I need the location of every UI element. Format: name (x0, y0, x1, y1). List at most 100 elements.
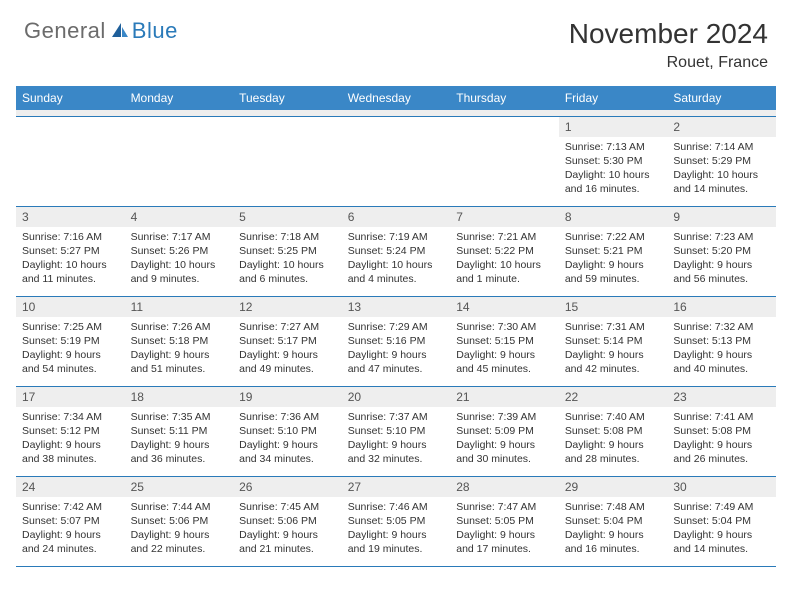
day-number: 15 (559, 297, 668, 317)
day-number: 11 (125, 297, 234, 317)
daylight-text: Daylight: 9 hours and 59 minutes. (565, 258, 662, 286)
day-content: Sunrise: 7:44 AMSunset: 5:06 PMDaylight:… (125, 497, 234, 563)
daylight-text: Daylight: 10 hours and 9 minutes. (131, 258, 228, 286)
day-cell: 28Sunrise: 7:47 AMSunset: 5:05 PMDayligh… (450, 476, 559, 566)
day-cell: 30Sunrise: 7:49 AMSunset: 5:04 PMDayligh… (667, 476, 776, 566)
logo: General Blue (24, 18, 178, 44)
day-number: 27 (342, 477, 451, 497)
sunrise-text: Sunrise: 7:47 AM (456, 500, 553, 514)
daylight-text: Daylight: 9 hours and 54 minutes. (22, 348, 119, 376)
sunrise-text: Sunrise: 7:17 AM (131, 230, 228, 244)
sunrise-text: Sunrise: 7:13 AM (565, 140, 662, 154)
sunrise-text: Sunrise: 7:34 AM (22, 410, 119, 424)
sunset-text: Sunset: 5:24 PM (348, 244, 445, 258)
day-content: Sunrise: 7:35 AMSunset: 5:11 PMDaylight:… (125, 407, 234, 473)
sunrise-text: Sunrise: 7:31 AM (565, 320, 662, 334)
day-cell: 5Sunrise: 7:18 AMSunset: 5:25 PMDaylight… (233, 206, 342, 296)
day-cell (16, 116, 125, 206)
day-number: 7 (450, 207, 559, 227)
day-content: Sunrise: 7:46 AMSunset: 5:05 PMDaylight:… (342, 497, 451, 563)
daylight-text: Daylight: 10 hours and 1 minute. (456, 258, 553, 286)
sunrise-text: Sunrise: 7:46 AM (348, 500, 445, 514)
sunset-text: Sunset: 5:16 PM (348, 334, 445, 348)
day-cell: 20Sunrise: 7:37 AMSunset: 5:10 PMDayligh… (342, 386, 451, 476)
day-cell: 10Sunrise: 7:25 AMSunset: 5:19 PMDayligh… (16, 296, 125, 386)
day-header-sun: Sunday (16, 86, 125, 110)
day-number: 5 (233, 207, 342, 227)
page-header: General Blue November 2024 Rouet, France (0, 0, 792, 80)
day-cell: 21Sunrise: 7:39 AMSunset: 5:09 PMDayligh… (450, 386, 559, 476)
sunrise-text: Sunrise: 7:32 AM (673, 320, 770, 334)
day-number: 3 (16, 207, 125, 227)
sunset-text: Sunset: 5:26 PM (131, 244, 228, 258)
day-number: 8 (559, 207, 668, 227)
day-cell: 11Sunrise: 7:26 AMSunset: 5:18 PMDayligh… (125, 296, 234, 386)
day-number: 4 (125, 207, 234, 227)
day-content: Sunrise: 7:41 AMSunset: 5:08 PMDaylight:… (667, 407, 776, 473)
day-cell: 17Sunrise: 7:34 AMSunset: 5:12 PMDayligh… (16, 386, 125, 476)
sunset-text: Sunset: 5:22 PM (456, 244, 553, 258)
calendar-table: Sunday Monday Tuesday Wednesday Thursday… (16, 86, 776, 567)
sunset-text: Sunset: 5:15 PM (456, 334, 553, 348)
day-content: Sunrise: 7:14 AMSunset: 5:29 PMDaylight:… (667, 137, 776, 203)
month-title: November 2024 (569, 18, 768, 50)
day-content: Sunrise: 7:42 AMSunset: 5:07 PMDaylight:… (16, 497, 125, 563)
day-number: 12 (233, 297, 342, 317)
day-content: Sunrise: 7:36 AMSunset: 5:10 PMDaylight:… (233, 407, 342, 473)
daylight-text: Daylight: 10 hours and 16 minutes. (565, 168, 662, 196)
day-header-mon: Monday (125, 86, 234, 110)
day-number: 18 (125, 387, 234, 407)
day-content: Sunrise: 7:32 AMSunset: 5:13 PMDaylight:… (667, 317, 776, 383)
sunrise-text: Sunrise: 7:18 AM (239, 230, 336, 244)
day-cell: 16Sunrise: 7:32 AMSunset: 5:13 PMDayligh… (667, 296, 776, 386)
daylight-text: Daylight: 9 hours and 47 minutes. (348, 348, 445, 376)
day-number: 19 (233, 387, 342, 407)
sunset-text: Sunset: 5:05 PM (456, 514, 553, 528)
day-number: 17 (16, 387, 125, 407)
day-number: 30 (667, 477, 776, 497)
day-cell: 14Sunrise: 7:30 AMSunset: 5:15 PMDayligh… (450, 296, 559, 386)
day-number: 26 (233, 477, 342, 497)
sunrise-text: Sunrise: 7:16 AM (22, 230, 119, 244)
week-row: 3Sunrise: 7:16 AMSunset: 5:27 PMDaylight… (16, 206, 776, 296)
day-content: Sunrise: 7:47 AMSunset: 5:05 PMDaylight:… (450, 497, 559, 563)
day-cell: 9Sunrise: 7:23 AMSunset: 5:20 PMDaylight… (667, 206, 776, 296)
day-header-tue: Tuesday (233, 86, 342, 110)
sunrise-text: Sunrise: 7:25 AM (22, 320, 119, 334)
day-number: 28 (450, 477, 559, 497)
sunrise-text: Sunrise: 7:37 AM (348, 410, 445, 424)
day-number: 29 (559, 477, 668, 497)
day-cell: 13Sunrise: 7:29 AMSunset: 5:16 PMDayligh… (342, 296, 451, 386)
day-content: Sunrise: 7:13 AMSunset: 5:30 PMDaylight:… (559, 137, 668, 203)
day-content: Sunrise: 7:45 AMSunset: 5:06 PMDaylight:… (233, 497, 342, 563)
sunrise-text: Sunrise: 7:48 AM (565, 500, 662, 514)
day-cell: 19Sunrise: 7:36 AMSunset: 5:10 PMDayligh… (233, 386, 342, 476)
daylight-text: Daylight: 9 hours and 45 minutes. (456, 348, 553, 376)
day-content: Sunrise: 7:19 AMSunset: 5:24 PMDaylight:… (342, 227, 451, 293)
daylight-text: Daylight: 9 hours and 32 minutes. (348, 438, 445, 466)
sunrise-text: Sunrise: 7:39 AM (456, 410, 553, 424)
day-cell: 6Sunrise: 7:19 AMSunset: 5:24 PMDaylight… (342, 206, 451, 296)
sunset-text: Sunset: 5:06 PM (239, 514, 336, 528)
week-row: 1Sunrise: 7:13 AMSunset: 5:30 PMDaylight… (16, 116, 776, 206)
day-content: Sunrise: 7:48 AMSunset: 5:04 PMDaylight:… (559, 497, 668, 563)
sunrise-text: Sunrise: 7:40 AM (565, 410, 662, 424)
daylight-text: Daylight: 9 hours and 34 minutes. (239, 438, 336, 466)
day-cell: 27Sunrise: 7:46 AMSunset: 5:05 PMDayligh… (342, 476, 451, 566)
sunrise-text: Sunrise: 7:23 AM (673, 230, 770, 244)
daylight-text: Daylight: 9 hours and 56 minutes. (673, 258, 770, 286)
sunrise-text: Sunrise: 7:36 AM (239, 410, 336, 424)
daylight-text: Daylight: 9 hours and 51 minutes. (131, 348, 228, 376)
sunset-text: Sunset: 5:04 PM (673, 514, 770, 528)
sunrise-text: Sunrise: 7:42 AM (22, 500, 119, 514)
sunset-text: Sunset: 5:06 PM (131, 514, 228, 528)
day-number: 9 (667, 207, 776, 227)
day-cell: 7Sunrise: 7:21 AMSunset: 5:22 PMDaylight… (450, 206, 559, 296)
day-content: Sunrise: 7:25 AMSunset: 5:19 PMDaylight:… (16, 317, 125, 383)
day-content: Sunrise: 7:22 AMSunset: 5:21 PMDaylight:… (559, 227, 668, 293)
week-row: 10Sunrise: 7:25 AMSunset: 5:19 PMDayligh… (16, 296, 776, 386)
sunrise-text: Sunrise: 7:30 AM (456, 320, 553, 334)
sunset-text: Sunset: 5:12 PM (22, 424, 119, 438)
sunset-text: Sunset: 5:13 PM (673, 334, 770, 348)
daylight-text: Daylight: 9 hours and 42 minutes. (565, 348, 662, 376)
